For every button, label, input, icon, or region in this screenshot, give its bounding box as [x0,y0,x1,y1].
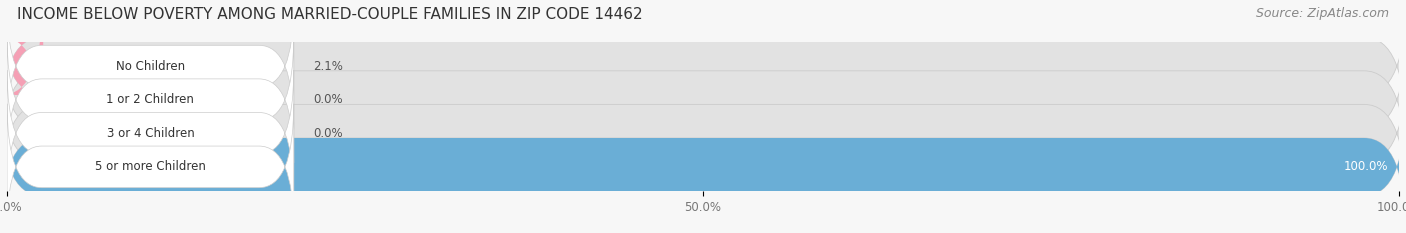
FancyBboxPatch shape [0,95,1406,233]
FancyBboxPatch shape [7,104,294,230]
Text: No Children: No Children [115,60,186,73]
Text: 5 or more Children: 5 or more Children [96,160,205,173]
Text: INCOME BELOW POVERTY AMONG MARRIED-COUPLE FAMILIES IN ZIP CODE 14462: INCOME BELOW POVERTY AMONG MARRIED-COUPL… [17,7,643,22]
FancyBboxPatch shape [7,70,294,196]
FancyBboxPatch shape [0,0,44,138]
FancyBboxPatch shape [0,0,1406,138]
FancyBboxPatch shape [7,37,294,163]
Text: 1 or 2 Children: 1 or 2 Children [107,93,194,106]
FancyBboxPatch shape [0,28,1406,171]
Text: 0.0%: 0.0% [314,127,343,140]
FancyBboxPatch shape [0,95,1406,233]
FancyBboxPatch shape [0,62,1406,205]
Text: 0.0%: 0.0% [314,93,343,106]
Text: 3 or 4 Children: 3 or 4 Children [107,127,194,140]
Text: Source: ZipAtlas.com: Source: ZipAtlas.com [1256,7,1389,20]
FancyBboxPatch shape [7,3,294,129]
Text: 2.1%: 2.1% [314,60,343,73]
Text: 100.0%: 100.0% [1343,160,1388,173]
